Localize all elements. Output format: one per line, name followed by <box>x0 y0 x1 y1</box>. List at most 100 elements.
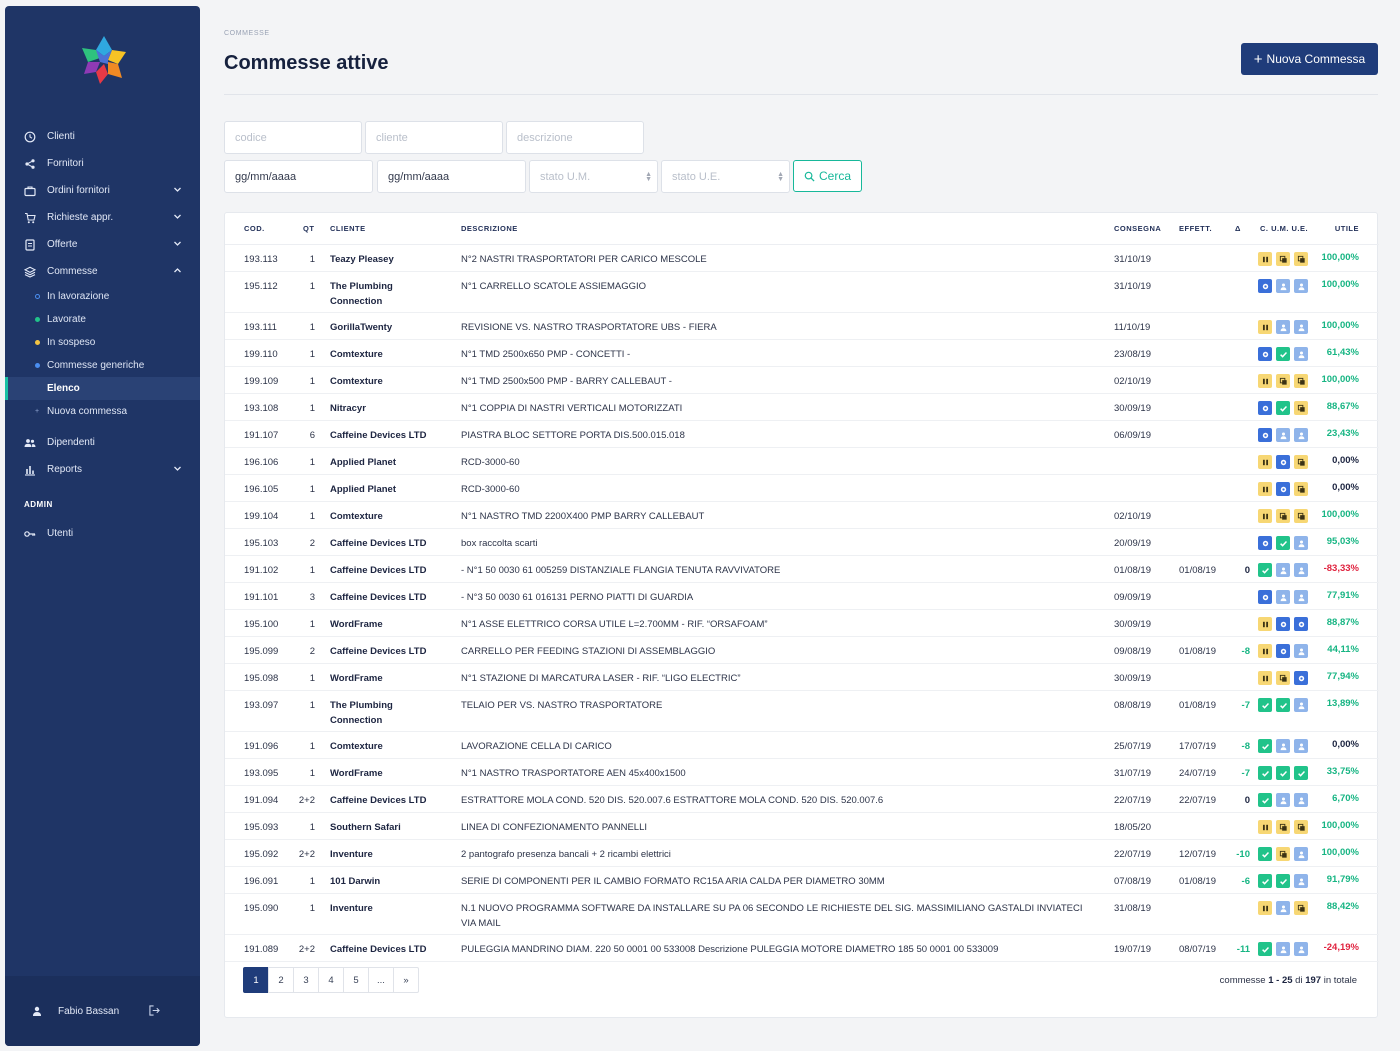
copy-icon[interactable] <box>1294 455 1308 469</box>
check-icon[interactable] <box>1276 347 1290 361</box>
cell-cliente[interactable]: Caffeine Devices LTD <box>330 793 426 808</box>
check-icon[interactable] <box>1276 874 1290 888</box>
cell-cliente[interactable]: Applied Planet <box>330 482 396 497</box>
user-icon[interactable] <box>1294 739 1308 753</box>
page-button-3[interactable]: 3 <box>293 967 319 993</box>
table-row[interactable]: 195.103 2 Caffeine Devices LTD box raccolta… <box>225 529 1379 556</box>
table-row[interactable]: 196.105 1 Applied Planet RCD-3000-60 0,00% <box>225 475 1379 502</box>
cell-cliente[interactable]: Southern Safari <box>330 820 401 835</box>
user-icon[interactable] <box>1294 698 1308 712</box>
table-row[interactable]: 191.094 2+2 Caffeine Devices LTD ESTRATTORE… <box>225 786 1379 813</box>
cell-cliente[interactable]: Applied Planet <box>330 455 396 470</box>
gear-icon[interactable] <box>1276 644 1290 658</box>
table-row[interactable]: 196.091 1 101 Darwin SERIE DI COMPONENTI PE… <box>225 867 1379 894</box>
page-ellipsis[interactable]: ... <box>368 967 394 993</box>
descrizione-input[interactable]: descrizione <box>506 121 644 154</box>
chevron-down-icon[interactable] <box>173 239 182 248</box>
user-icon[interactable] <box>1294 279 1308 293</box>
gear-icon[interactable] <box>1258 428 1272 442</box>
cell-cliente[interactable]: Inventure <box>330 847 373 862</box>
cell-cliente[interactable]: Caffeine Devices LTD <box>330 536 426 551</box>
cell-cliente[interactable]: GorillaTwenty <box>330 320 392 335</box>
page-button-4[interactable]: 4 <box>318 967 344 993</box>
user-icon[interactable] <box>1294 847 1308 861</box>
user-icon[interactable] <box>1276 590 1290 604</box>
check-icon[interactable] <box>1276 536 1290 550</box>
copy-icon[interactable] <box>1276 671 1290 685</box>
col-qt[interactable]: QT <box>303 224 315 233</box>
next-page-button[interactable]: » <box>393 967 419 993</box>
copy-icon[interactable] <box>1294 482 1308 496</box>
copy-icon[interactable] <box>1294 820 1308 834</box>
sidebar-item-fornitori[interactable]: Fornitori <box>5 150 200 177</box>
sidebar-item-utenti[interactable]: Utenti <box>5 520 200 547</box>
user-icon[interactable] <box>1294 320 1308 334</box>
gear-icon[interactable] <box>1258 536 1272 550</box>
check-icon[interactable] <box>1258 874 1272 888</box>
cell-cliente[interactable]: 101 Darwin <box>330 874 380 889</box>
col-utile[interactable]: UTILE <box>1334 224 1359 233</box>
check-icon[interactable] <box>1258 793 1272 807</box>
table-row[interactable]: 199.104 1 Comtexture N°1 NASTRO TMD 2200X40… <box>225 502 1379 529</box>
col-cume[interactable]: C. U.M. U.E. <box>1260 224 1309 233</box>
sidebar-item-ordini-fornitori[interactable]: Ordini fornitori <box>5 177 200 204</box>
table-row[interactable]: 195.092 2+2 Inventure 2 pantografo presenza… <box>225 840 1379 867</box>
col-effett[interactable]: EFFETT. <box>1179 224 1213 233</box>
pause-icon[interactable] <box>1258 617 1272 631</box>
pause-icon[interactable] <box>1258 455 1272 469</box>
col-consegna[interactable]: CONSEGNA <box>1114 224 1162 233</box>
sidebar-item-richieste-appr[interactable]: Richieste appr. <box>5 204 200 231</box>
cell-cliente[interactable]: Inventure <box>330 901 373 916</box>
cell-cliente[interactable]: Comtexture <box>330 739 383 754</box>
table-row[interactable]: 193.108 1 Nitracyr N°1 COPPIA DI NASTRI VER… <box>225 394 1379 421</box>
sidebar-item-dipendenti[interactable]: Dipendenti <box>5 429 200 456</box>
user-icon[interactable] <box>1294 644 1308 658</box>
pause-icon[interactable] <box>1258 671 1272 685</box>
user-icon[interactable] <box>1294 793 1308 807</box>
cell-cliente[interactable]: Caffeine Devices LTD <box>330 563 426 578</box>
gear-icon[interactable] <box>1276 455 1290 469</box>
user-icon[interactable] <box>1294 590 1308 604</box>
user-icon[interactable] <box>1294 428 1308 442</box>
col-cod[interactable]: COD. <box>244 224 265 233</box>
col-descrizione[interactable]: DESCRIZIONE <box>461 224 518 233</box>
table-row[interactable]: 195.098 1 WordFrame N°1 STAZIONE DI MARCATU… <box>225 664 1379 691</box>
copy-icon[interactable] <box>1276 847 1290 861</box>
sidebar-item-clienti[interactable]: Clienti <box>5 123 200 150</box>
check-icon[interactable] <box>1258 847 1272 861</box>
codice-input[interactable]: codice <box>224 121 362 154</box>
user-icon[interactable] <box>1276 320 1290 334</box>
check-icon[interactable] <box>1258 766 1272 780</box>
breadcrumb[interactable]: COMMESSE <box>224 30 270 37</box>
gear-icon[interactable] <box>1258 279 1272 293</box>
user-icon[interactable] <box>1294 874 1308 888</box>
copy-icon[interactable] <box>1294 901 1308 915</box>
cell-cliente[interactable]: WordFrame <box>330 766 383 781</box>
pause-icon[interactable] <box>1258 509 1272 523</box>
sidebar-subitem-elenco[interactable]: Elenco <box>5 377 200 400</box>
cell-cliente[interactable]: WordFrame <box>330 617 383 632</box>
chevron-down-icon[interactable] <box>173 212 182 221</box>
chevron-up-icon[interactable] <box>173 266 182 275</box>
stato-ue-select[interactable]: stato U.E. ▲ ▼ <box>661 160 790 193</box>
sidebar-item-commesse[interactable]: Commesse <box>5 258 200 285</box>
stato-um-select[interactable]: stato U.M. ▲ ▼ <box>529 160 658 193</box>
copy-icon[interactable] <box>1294 401 1308 415</box>
gear-icon[interactable] <box>1258 347 1272 361</box>
table-row[interactable]: 191.102 1 Caffeine Devices LTD - N°1 50 003… <box>225 556 1379 583</box>
pause-icon[interactable] <box>1258 820 1272 834</box>
user-name[interactable]: Fabio Bassan <box>58 1005 120 1017</box>
sidebar-subitem-nuova-commessa[interactable]: + Nuova commessa <box>5 400 200 423</box>
cell-cliente[interactable]: Comtexture <box>330 509 383 524</box>
search-button[interactable]: Cerca <box>793 160 862 192</box>
cell-cliente[interactable]: Caffeine Devices LTD <box>330 644 426 659</box>
sidebar-subitem-in-lavorazione[interactable]: In lavorazione <box>5 285 200 308</box>
user-icon[interactable] <box>1294 536 1308 550</box>
chevron-down-icon[interactable] <box>173 185 182 194</box>
app-logo[interactable] <box>78 34 130 86</box>
gear-icon[interactable] <box>1258 401 1272 415</box>
logout-icon[interactable] <box>149 1005 160 1016</box>
check-icon[interactable] <box>1276 401 1290 415</box>
cliente-input[interactable]: cliente <box>365 121 503 154</box>
table-row[interactable]: 195.093 1 Southern Safari LINEA DI CONFEZIO… <box>225 813 1379 840</box>
